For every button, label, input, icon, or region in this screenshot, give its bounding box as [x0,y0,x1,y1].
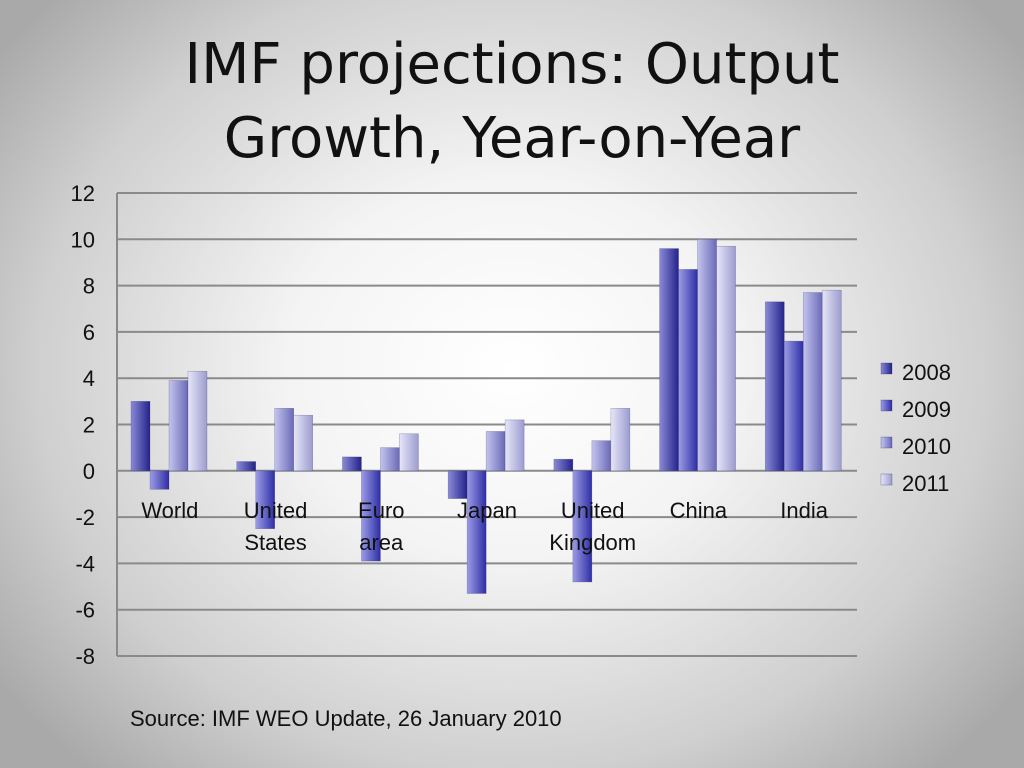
legend-label-2010: 2010 [902,434,951,459]
legend-swatch-2010 [880,436,893,449]
bar-2008 [447,470,468,499]
legend-label-2008: 2008 [902,360,951,385]
bar-2008 [342,456,362,472]
bar-2011 [504,419,525,472]
y-tick-label: 8 [83,274,95,299]
category-label: Euro area [358,498,404,555]
y-tick-label: 6 [83,320,95,345]
category-label: Japan [457,498,517,523]
bar-2011 [187,370,208,472]
bar-2009 [361,470,381,562]
category-label: United Kingdom [549,498,636,555]
legend-swatch-2011 [880,473,893,486]
bar-2008 [659,248,679,472]
bar-2010 [591,440,612,472]
bar-2009 [783,340,804,472]
bar-2011 [610,407,631,472]
bar-2008 [764,301,785,472]
y-tick-label: 2 [83,413,95,438]
bar-2011 [821,289,842,472]
source-note: Source: IMF WEO Update, 26 January 2010 [130,706,562,731]
category-label: United States [244,498,308,555]
legend-swatch-2009 [880,399,893,412]
category-label: China [670,498,728,523]
bar-2010 [802,292,823,472]
bar-chart: 12 10 8 6 4 2 0 -2 -4 -6 -8 World United States Euro a… [71,181,951,669]
bar-2009 [572,470,593,583]
bar-2011 [293,414,314,472]
bar-2010 [380,447,400,472]
y-tick-label: -8 [75,644,95,669]
bar-2011 [399,433,419,472]
y-tick-label: -4 [75,551,95,576]
bar-2008 [236,461,257,472]
y-tick-label: 0 [83,459,95,484]
y-tick-label: 4 [83,366,95,391]
title-line-2: Growth, Year-on-Year [223,106,801,171]
legend-label-2009: 2009 [902,397,951,422]
bar-2008 [130,401,151,472]
bar-2008 [553,458,574,472]
legend-label-2011: 2011 [902,471,949,496]
slide-title: IMF projections: Output Growth, Year-on-… [0,28,1024,176]
bar-2009 [255,470,276,529]
y-tick-label: -2 [75,505,95,530]
bar-2010 [274,407,295,472]
bar-2010 [485,431,506,472]
bar-2010 [697,239,717,472]
bar-2009 [149,470,170,490]
bar-2011 [716,245,736,472]
bar-2009 [678,269,698,472]
title-line-1: IMF projections: Output [184,32,840,97]
category-label: India [780,498,828,523]
y-tick-label: -6 [75,598,95,623]
bar-2010 [168,380,189,472]
y-tick-label: 12 [71,181,95,206]
y-tick-label: 10 [71,227,95,252]
legend-swatch-2008 [880,362,893,375]
bar-2009 [466,470,487,594]
category-label: World [141,498,198,523]
